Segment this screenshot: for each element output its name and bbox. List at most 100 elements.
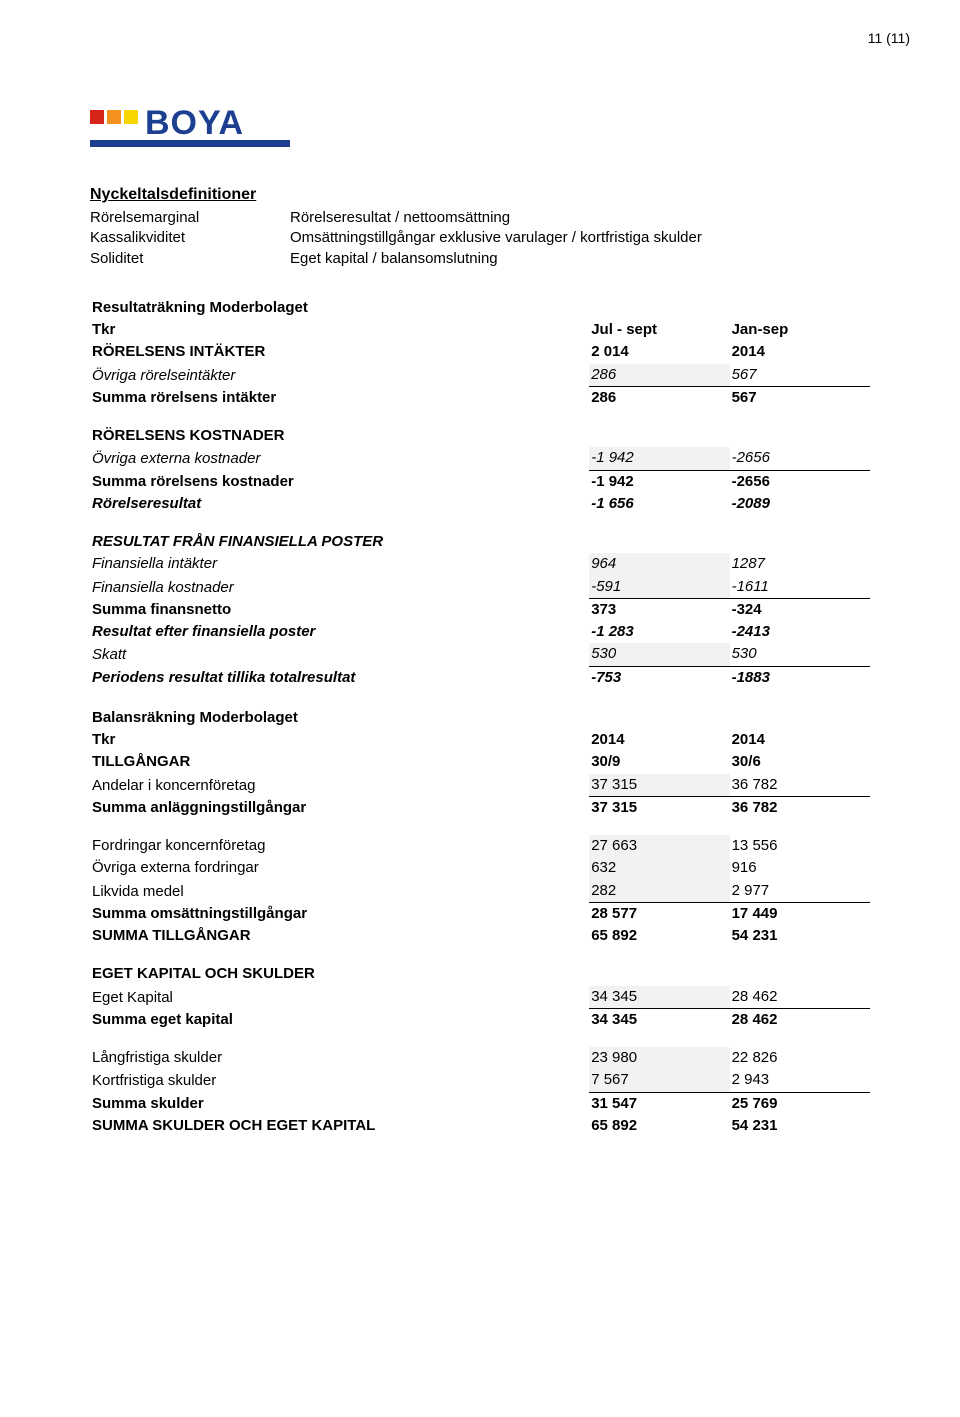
row-value-2: 36 782: [730, 774, 870, 797]
definition-value: Omsättningstillgångar exklusive varulage…: [290, 228, 870, 248]
row-value-1: 286: [589, 387, 729, 409]
table-row: [90, 515, 870, 531]
row-value-1: 964: [589, 553, 729, 575]
table-row: Summa rörelsens kostnader-1 942-2656: [90, 471, 870, 493]
definition-label: Rörelsemarginal: [90, 208, 290, 228]
balance-sheet-table: Balansräkning ModerbolagetTkr20142014TIL…: [90, 707, 870, 1137]
row-value-2: [730, 721, 870, 723]
row-value-1: 373: [589, 599, 729, 621]
row-label: Andelar i koncernföretag: [90, 775, 589, 797]
row-label: RÖRELSENS INTÄKTER: [90, 341, 589, 363]
table-row: SUMMA SKULDER OCH EGET KAPITAL65 89254 2…: [90, 1115, 870, 1137]
column-header: Jul - sept: [589, 319, 729, 341]
row-label: Övriga externa fordringar: [90, 857, 589, 879]
row-value-2: 17 449: [730, 903, 870, 925]
row-value-2: 1287: [730, 553, 870, 575]
table-header-row: Resultaträkning Moderbolaget: [90, 297, 870, 319]
row-label: Kortfristiga skulder: [90, 1070, 589, 1092]
row-value-1: -1 283: [589, 621, 729, 643]
table-row: Balansräkning Moderbolaget: [90, 707, 870, 729]
page: 11 (11) BOYA Nyckeltalsdefinitioner Röre…: [0, 0, 960, 1417]
svg-text:BOYA: BOYA: [145, 104, 244, 142]
income-title: Resultaträkning Moderbolaget: [90, 297, 589, 319]
row-label: Summa skulder: [90, 1093, 589, 1115]
definition-value: Rörelseresultat / nettoomsättning: [290, 208, 870, 228]
row-label: Summa eget kapital: [90, 1009, 589, 1031]
row-label: Periodens resultat tillika totalresultat: [90, 667, 589, 689]
row-value-1: -1 942: [589, 447, 729, 470]
row-value-1: -591: [589, 576, 729, 599]
page-number: 11 (11): [868, 30, 910, 46]
table-row: Resultat efter finansiella poster-1 283-…: [90, 621, 870, 643]
row-value-1: [589, 545, 729, 547]
table-row: Fordringar koncernföretag27 66313 556: [90, 835, 870, 857]
row-value-2: -2089: [730, 493, 870, 515]
row-label: Finansiella kostnader: [90, 577, 589, 599]
row-value-1: 37 315: [589, 797, 729, 819]
row-value-2: 30/6: [730, 751, 870, 773]
row-label: Eget Kapital: [90, 987, 589, 1009]
row-value-2: 2 943: [730, 1069, 870, 1092]
row-value-2: -1883: [730, 667, 870, 689]
row-label: SUMMA SKULDER OCH EGET KAPITAL: [90, 1115, 589, 1137]
row-label: Skatt: [90, 644, 589, 666]
table-row: Summa omsättningstillgångar28 57717 449: [90, 903, 870, 925]
row-label: Rörelseresultat: [90, 493, 589, 515]
row-value-1: 7 567: [589, 1069, 729, 1092]
definitions-title: Nyckeltalsdefinitioner: [90, 186, 870, 204]
row-value-2: 54 231: [730, 1115, 870, 1137]
table-row: Rörelseresultat-1 656-2089: [90, 493, 870, 515]
row-value-1: 30/9: [589, 751, 729, 773]
row-value-1: [589, 721, 729, 723]
row-value-1: 65 892: [589, 1115, 729, 1137]
row-value-2: -2656: [730, 447, 870, 470]
table-row: RÖRELSENS KOSTNADER: [90, 425, 870, 447]
row-value-1: [589, 439, 729, 441]
row-value-2: -1611: [730, 576, 870, 599]
row-value-1: 282: [589, 880, 729, 903]
definition-value: Eget kapital / balansomslutning: [290, 249, 870, 269]
row-label: Finansiella intäkter: [90, 553, 589, 575]
row-label: Balansräkning Moderbolaget: [90, 707, 589, 729]
table-row: Tkr20142014: [90, 729, 870, 751]
row-label: RESULTAT FRÅN FINANSIELLA POSTER: [90, 531, 589, 553]
tkr-label: Tkr: [90, 319, 589, 341]
table-row: Summa finansnetto373-324: [90, 599, 870, 621]
row-label: EGET KAPITAL OCH SKULDER: [90, 963, 589, 985]
row-label: RÖRELSENS KOSTNADER: [90, 425, 589, 447]
table-row: Periodens resultat tillika totalresultat…: [90, 667, 870, 689]
row-value-2: 28 462: [730, 1009, 870, 1031]
row-label: Fordringar koncernföretag: [90, 835, 589, 857]
row-value-1: 65 892: [589, 925, 729, 947]
row-value-2: 916: [730, 857, 870, 879]
table-row: Likvida medel2822 977: [90, 880, 870, 903]
table-row: Finansiella intäkter9641287: [90, 553, 870, 575]
table-row: EGET KAPITAL OCH SKULDER: [90, 963, 870, 985]
definition-label: Kassalikviditet: [90, 228, 290, 248]
table-row: Finansiella kostnader-591-1611: [90, 576, 870, 599]
column-header: Jan-sep: [730, 319, 870, 341]
row-value-2: -324: [730, 599, 870, 621]
row-value-2: -2656: [730, 471, 870, 493]
row-value-1: 27 663: [589, 835, 729, 857]
table-row: Summa anläggningstillgångar37 31536 782: [90, 797, 870, 819]
row-value-2: 25 769: [730, 1093, 870, 1115]
definition-row: Kassalikviditet Omsättningstillgångar ex…: [90, 228, 870, 248]
row-label: TILLGÅNGAR: [90, 751, 589, 773]
row-label: Summa finansnetto: [90, 599, 589, 621]
table-row: Övriga externa kostnader-1 942-2656: [90, 447, 870, 470]
row-value-1: 23 980: [589, 1047, 729, 1069]
row-label: Tkr: [90, 729, 589, 751]
table-row: RÖRELSENS INTÄKTER2 0142014: [90, 341, 870, 363]
row-value-1: 530: [589, 643, 729, 666]
row-value-2: 36 782: [730, 797, 870, 819]
table-row: TILLGÅNGAR30/930/6: [90, 751, 870, 773]
row-label: Resultat efter finansiella poster: [90, 621, 589, 643]
row-value-1: [589, 977, 729, 979]
row-value-1: -1 942: [589, 471, 729, 493]
income-statement-table: Resultaträkning Moderbolaget Tkr Jul - s…: [90, 297, 870, 689]
row-value-2: -2413: [730, 621, 870, 643]
table-row: Långfristiga skulder23 98022 826: [90, 1047, 870, 1069]
table-row: Eget Kapital34 34528 462: [90, 986, 870, 1009]
definition-row: Rörelsemarginal Rörelseresultat / nettoo…: [90, 208, 870, 228]
